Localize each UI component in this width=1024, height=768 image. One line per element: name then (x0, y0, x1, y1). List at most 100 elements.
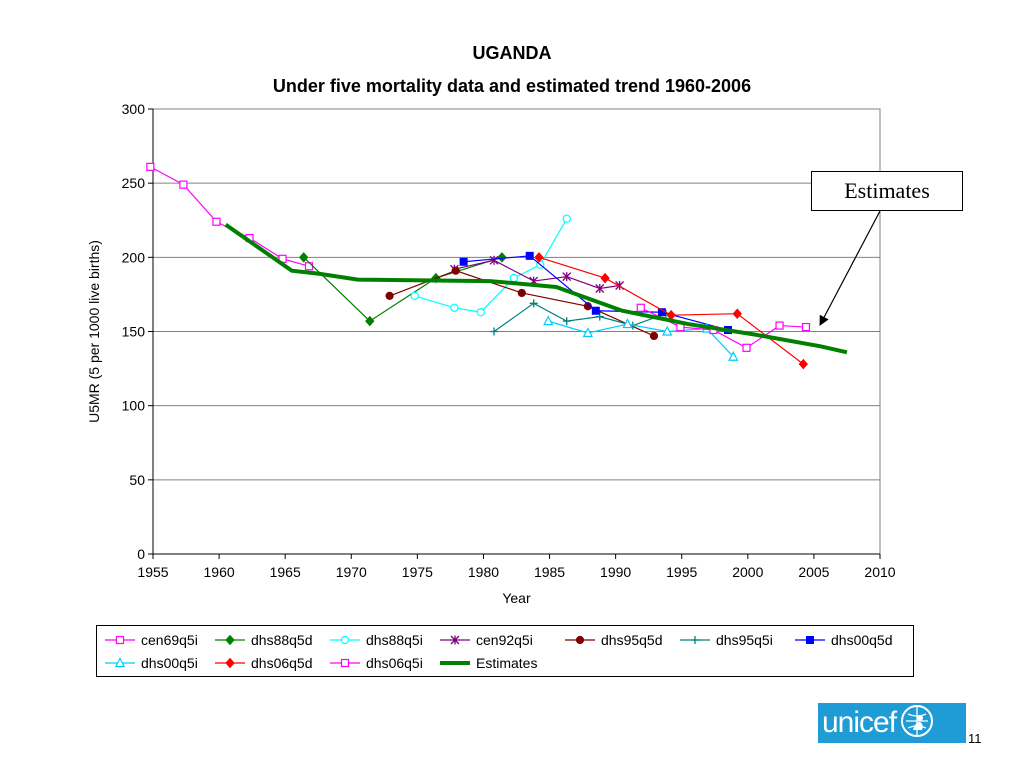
data-point-dhs95q5d (451, 266, 460, 275)
x-tick-label: 2000 (732, 564, 763, 580)
data-point-cen69q5i (212, 217, 221, 226)
legend-label: dhs00q5i (141, 655, 198, 671)
callout-arrow (819, 210, 881, 326)
y-axis-label: U5MR (5 per 1000 live births) (86, 240, 102, 423)
legend-swatch-cen69q5i (105, 635, 135, 645)
data-point-dhs95q5i (562, 317, 571, 326)
data-point-dhs00q5i (622, 318, 633, 329)
legend-swatch-marker (806, 636, 814, 644)
legend-swatch-dhs88q5i (330, 635, 360, 645)
legend-item-dhs95q5i: dhs95q5i (680, 630, 773, 650)
legend-swatch-marker (450, 635, 460, 645)
legend-swatch-marker (225, 657, 235, 669)
plot-series-group (146, 162, 848, 370)
legend-swatch-dhs95q5d (565, 635, 595, 645)
legend-label: dhs95q5d (601, 632, 663, 648)
y-tick-label: 50 (129, 472, 145, 488)
data-point-dhs06q5i (801, 322, 811, 332)
legend-swatch-marker (575, 635, 585, 645)
y-tick-label: 200 (122, 249, 146, 265)
series-line-dhs06q5i (640, 307, 807, 349)
data-point-dhs95q5d (583, 302, 592, 311)
data-point-dhs06q5i (636, 303, 645, 312)
data-point-dhs95q5d (649, 331, 659, 341)
data-point-dhs06q5i (742, 343, 751, 352)
legend-item-dhs95q5d: dhs95q5d (565, 630, 663, 650)
legend-label: Estimates (476, 655, 538, 671)
legend-label: cen69q5i (141, 632, 198, 648)
unicef-emblem-icon (900, 704, 934, 743)
series-line-dhs88q5d (303, 256, 503, 322)
legend-swatch-marker (114, 657, 126, 668)
legend-swatch-marker (340, 658, 350, 668)
chart-title: UGANDA (472, 43, 552, 63)
legend-item-cen92q5i: cen92q5i (440, 630, 533, 650)
data-point-dhs06q5d (534, 252, 544, 263)
legend: cen69q5i dhs88q5d dhs88q5i cen92q5i dhs95q5d… (96, 625, 914, 677)
page-number: 11 (968, 731, 982, 746)
series-line-cen92q5i (454, 259, 620, 290)
x-tick-label: 1980 (468, 564, 499, 580)
data-point-dhs06q5d (600, 272, 610, 284)
legend-item-cen69q5i: cen69q5i (105, 630, 198, 650)
series-line-estimates (224, 223, 848, 355)
data-point-cen92q5i (489, 255, 499, 265)
legend-swatch-dhs95q5i (680, 636, 710, 644)
data-point-cen92q5i (595, 283, 605, 293)
legend-swatch-dhs06q5d (215, 657, 245, 669)
data-point-dhs95q5d (517, 288, 526, 298)
y-tick-label: 0 (137, 546, 145, 562)
legend-item-dhs00q5d: dhs00q5d (795, 630, 893, 650)
legend-swatch-dhs00q5i (105, 657, 135, 668)
legend-label: dhs06q5d (251, 655, 313, 671)
legend-label: dhs00q5d (831, 632, 893, 648)
data-point-dhs88q5d (299, 252, 309, 263)
legend-swatch-dhs88q5d (215, 634, 245, 646)
data-point-dhs00q5i (661, 325, 673, 336)
x-tick-label: 1970 (336, 564, 367, 580)
data-point-dhs88q5i (410, 291, 419, 301)
data-point-cen69q5i (179, 180, 188, 189)
unicef-logo: unicef (818, 703, 966, 743)
data-point-dhs00q5d (525, 251, 534, 260)
series-line-dhs88q5i (414, 218, 568, 313)
x-tick-label: 1955 (137, 564, 168, 580)
estimates-callout: Estimates (811, 171, 963, 211)
chart-subtitle: Under five mortality data and estimated … (272, 76, 752, 96)
data-point-dhs88q5d (365, 315, 375, 327)
legend-item-dhs00q5i: dhs00q5i (105, 653, 198, 673)
x-tick-label: 2005 (798, 564, 829, 580)
legend-swatch-marker (691, 636, 699, 644)
legend-label: cen92q5i (476, 632, 533, 648)
x-tick-label: 1960 (204, 564, 235, 580)
y-tick-label: 250 (122, 175, 146, 191)
legend-swatch-marker (340, 635, 350, 645)
legend-label: dhs95q5i (716, 632, 773, 648)
data-point-dhs88q5d (497, 252, 507, 263)
data-point-dhs88q5i (476, 308, 486, 317)
legend-swatch-dhs06q5i (330, 658, 360, 668)
data-point-cen92q5i (562, 272, 572, 282)
data-point-cen69q5i (304, 262, 314, 271)
legend-swatch-estimates (440, 661, 470, 665)
y-tick-label: 300 (122, 101, 146, 117)
legend-label: dhs88q5d (251, 632, 313, 648)
data-point-dhs95q5d (385, 291, 394, 300)
x-tick-label: 1985 (534, 564, 565, 580)
legend-label: dhs06q5i (366, 655, 423, 671)
data-point-dhs95q5i (529, 299, 538, 308)
series-line-dhs95q5i (493, 302, 667, 332)
x-axis-label: Year (502, 590, 531, 606)
x-tick-label: 1995 (666, 564, 697, 580)
legend-swatch-marker (225, 634, 235, 646)
logo-text: unicef (822, 706, 897, 739)
data-point-dhs88q5i (509, 273, 519, 283)
x-tick-label: 1975 (402, 564, 433, 580)
data-point-dhs88q5i (450, 303, 459, 312)
data-point-dhs00q5i (543, 315, 554, 326)
x-tick-label: 1965 (270, 564, 301, 580)
data-point-dhs06q5i (775, 321, 784, 330)
y-tick-label: 100 (122, 398, 146, 414)
legend-item-dhs06q5d: dhs06q5d (215, 653, 313, 673)
